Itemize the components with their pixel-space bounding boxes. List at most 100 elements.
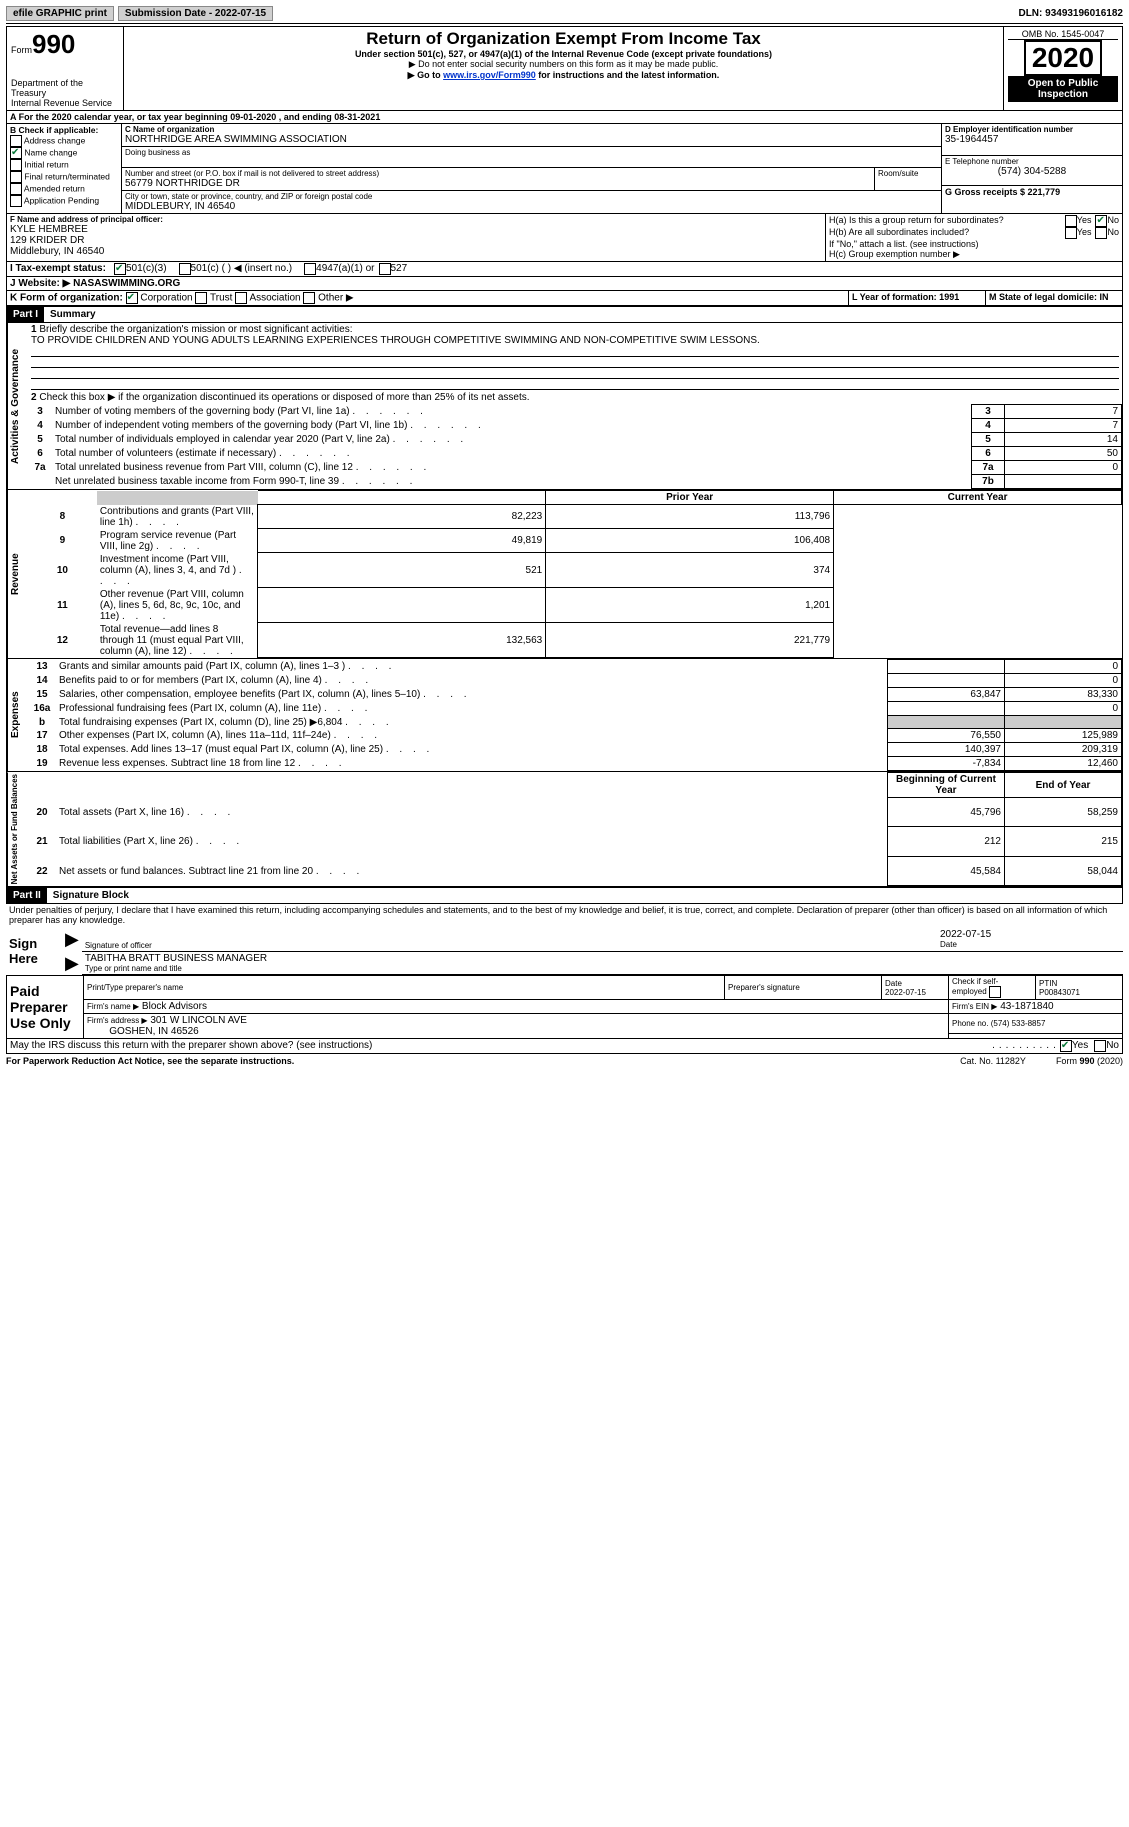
org-name: NORTHRIDGE AREA SWIMMING ASSOCIATION	[125, 134, 938, 145]
street-value: 56779 NORTHRIDGE DR	[125, 178, 871, 189]
hb-note: If "No," attach a list. (see instruction…	[829, 239, 1119, 249]
form-footer: Form 990 (2020)	[1056, 1056, 1123, 1066]
e-label: E Telephone number	[945, 157, 1119, 166]
l-label: L Year of formation: 1991	[849, 291, 986, 305]
section-f: F Name and address of principal officer:…	[7, 214, 826, 261]
table-row: 6Total number of volunteers (estimate if…	[28, 447, 1122, 461]
table-row: 21Total liabilities (Part X, line 26) . …	[28, 827, 1122, 856]
pra-notice: For Paperwork Reduction Act Notice, see …	[6, 1056, 294, 1066]
i-label: I Tax-exempt status:	[10, 263, 106, 275]
part2-title: Part II	[7, 888, 47, 903]
self-employed-checkbox[interactable]	[989, 986, 1001, 998]
corp-label: Corporation	[140, 293, 192, 304]
trust-label: Trust	[210, 293, 232, 304]
net-table: Beginning of Current Year End of Year 20…	[28, 772, 1122, 886]
k-label: K Form of organization:	[10, 293, 123, 304]
form-subtitle: Under section 501(c), 527, or 4947(a)(1)…	[128, 49, 999, 59]
rev-sidelabel: Revenue	[7, 490, 28, 658]
firm-phone-label: Phone no. (574) 533-8857	[949, 1014, 1123, 1034]
final-return-checkbox[interactable]	[10, 171, 22, 183]
table-row: 11Other revenue (Part VIII, column (A), …	[28, 588, 1122, 623]
c-label: C Name of organization	[125, 125, 938, 134]
app-pending-label: Application Pending	[24, 195, 99, 205]
submission-date-button[interactable]: Submission Date - 2022-07-15	[118, 6, 273, 21]
discuss-no-label: No	[1106, 1040, 1119, 1052]
501c3-checkbox[interactable]	[114, 263, 126, 275]
ha-no-label: No	[1107, 215, 1119, 227]
g-label: G Gross receipts $ 221,779	[945, 187, 1119, 197]
section-j: J Website: ▶ NASASWIMMING.ORG	[6, 277, 1123, 291]
other-label: Other ▶	[318, 293, 353, 304]
table-row: 22Net assets or fund balances. Subtract …	[28, 856, 1122, 885]
table-row: 14Benefits paid to or for members (Part …	[28, 674, 1122, 688]
name-change-label: Name change	[24, 147, 77, 157]
4947-checkbox[interactable]	[304, 263, 316, 275]
dept-label: Department of the Treasury	[11, 78, 119, 98]
form-header: Form990 Department of the Treasury Inter…	[6, 26, 1123, 111]
table-row: 3Number of voting members of the governi…	[28, 405, 1122, 419]
discuss-yes-checkbox[interactable]	[1060, 1040, 1072, 1052]
section-deg: D Employer identification number 35-1964…	[942, 124, 1122, 213]
gov-table: 3Number of voting members of the governi…	[28, 404, 1122, 489]
paid-preparer-label: Paid Preparer Use Only	[7, 976, 84, 1039]
hb-no-checkbox[interactable]	[1095, 227, 1107, 239]
501c-checkbox[interactable]	[179, 263, 191, 275]
app-pending-checkbox[interactable]	[10, 195, 22, 207]
q1-num: 1	[31, 324, 37, 335]
initial-return-checkbox[interactable]	[10, 159, 22, 171]
firm-addr-label: Firm's address ▶	[87, 1016, 148, 1025]
corp-checkbox[interactable]	[126, 292, 138, 304]
form-number: 990	[32, 29, 75, 59]
section-c: C Name of organization NORTHRIDGE AREA S…	[122, 124, 942, 213]
officer-name: KYLE HEMBREE	[10, 224, 822, 235]
efile-print-button[interactable]: efile GRAPHIC print	[6, 6, 114, 21]
501c-label: 501(c) ( ) ◀ (insert no.)	[191, 263, 293, 275]
other-checkbox[interactable]	[303, 292, 315, 304]
table-row: 5Total number of individuals employed in…	[28, 433, 1122, 447]
officer-name-value: TABITHA BRATT BUSINESS MANAGER	[85, 953, 1120, 964]
ptin-label: PTIN	[1039, 979, 1057, 988]
ein-value: 35-1964457	[945, 134, 1119, 145]
part2-header: Part II Signature Block	[6, 887, 1123, 904]
ptin-value: P00843071	[1039, 988, 1080, 997]
section-b: B Check if applicable: Address change Na…	[7, 124, 122, 213]
assoc-checkbox[interactable]	[235, 292, 247, 304]
omb-label: OMB No. 1545-0047	[1008, 29, 1118, 40]
room-label: Room/suite	[875, 168, 941, 190]
tax-period: A For the 2020 calendar year, or tax yea…	[6, 111, 1123, 124]
gov-sidelabel: Activities & Governance	[7, 323, 28, 489]
irs-link[interactable]: www.irs.gov/Form990	[443, 70, 536, 80]
phone-value: (574) 304-5288	[945, 166, 1119, 177]
officer-addr2: Middlebury, IN 46540	[10, 246, 822, 257]
final-return-label: Final return/terminated	[24, 171, 110, 181]
table-row: 8Contributions and grants (Part VIII, li…	[28, 505, 1122, 529]
top-bar: efile GRAPHIC print Submission Date - 20…	[6, 6, 1123, 24]
sig-date-label: Date	[940, 940, 1120, 949]
name-change-checkbox[interactable]	[10, 147, 22, 159]
sign-arrow-icon: ▶	[62, 926, 82, 952]
address-change-checkbox[interactable]	[10, 135, 22, 147]
ha-yes-checkbox[interactable]	[1065, 215, 1077, 227]
hc-label: H(c) Group exemption number ▶	[829, 249, 1119, 260]
table-row: 9Program service revenue (Part VIII, lin…	[28, 529, 1122, 553]
officer-addr1: 129 KRIDER DR	[10, 235, 822, 246]
city-label: City or town, state or province, country…	[125, 192, 938, 201]
section-h: H(a) Is this a group return for subordin…	[826, 214, 1122, 261]
current-year-header: Current Year	[834, 491, 1122, 505]
amended-return-checkbox[interactable]	[10, 183, 22, 195]
discuss-no-checkbox[interactable]	[1094, 1040, 1106, 1052]
firm-name-value: Block Advisors	[142, 1001, 207, 1012]
527-checkbox[interactable]	[379, 263, 391, 275]
table-row: 4Number of independent voting members of…	[28, 419, 1122, 433]
firm-ein-value: 43-1871840	[1000, 1001, 1053, 1012]
q2-text: Check this box ▶ if the organization dis…	[39, 392, 529, 403]
501c3-label: 501(c)(3)	[126, 263, 167, 275]
trust-checkbox[interactable]	[195, 292, 207, 304]
sig-date-value: 2022-07-15	[940, 929, 1120, 940]
prep-sig-label: Preparer's signature	[725, 976, 882, 1000]
section-i: I Tax-exempt status: 501(c)(3) 501(c) ( …	[6, 262, 1123, 277]
address-change-label: Address change	[24, 135, 85, 145]
amended-return-label: Amended return	[24, 183, 85, 193]
ha-no-checkbox[interactable]	[1095, 215, 1107, 227]
hb-yes-checkbox[interactable]	[1065, 227, 1077, 239]
